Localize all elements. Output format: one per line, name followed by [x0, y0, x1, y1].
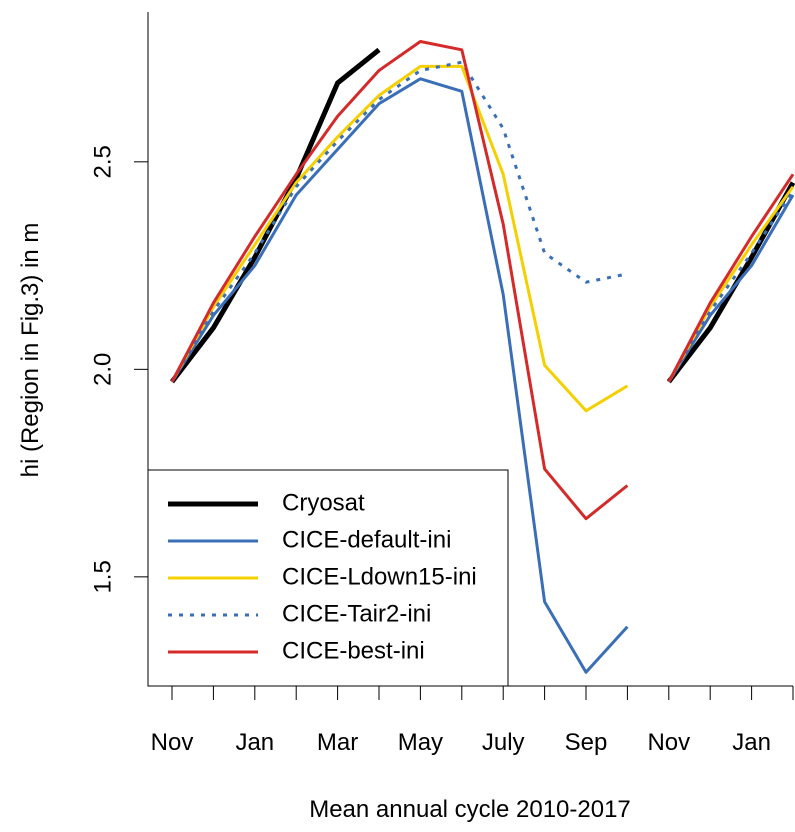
y-tick-label: 1.5 [89, 560, 116, 593]
x-tick-label: Nov [151, 729, 194, 756]
legend-label: CICE-Ldown15-ini [282, 563, 477, 590]
series-line [170, 60, 795, 383]
x-tick-label: Nov [647, 729, 690, 756]
series-line [170, 77, 795, 674]
legend-label: CICE-best-ini [282, 637, 425, 664]
x-axis-title: Mean annual cycle 2010-2017 [309, 796, 631, 823]
legend-label: CICE-default-ini [282, 526, 451, 553]
x-tick-label: Mar [317, 729, 358, 756]
y-tick-label: 2.0 [89, 353, 116, 386]
y-axis-title: hi (Region in Fig.3) in m [17, 223, 44, 478]
y-tick-label: 2.5 [89, 145, 116, 178]
legend-label: CICE-Tair2-ini [282, 600, 431, 627]
x-tick-label: Sep [565, 729, 608, 756]
x-tick-label: May [398, 729, 443, 756]
x-tick-label: Jan [732, 729, 771, 756]
series-line [170, 40, 795, 521]
x-tick-label: July [482, 729, 525, 756]
legend-label: Cryosat [282, 489, 365, 516]
x-tick-label: Jan [235, 729, 274, 756]
